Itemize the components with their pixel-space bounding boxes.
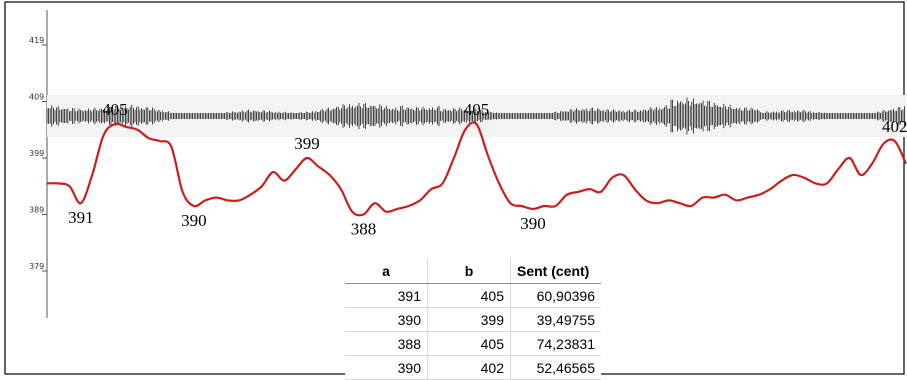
cell-b: 405 bbox=[427, 283, 511, 308]
annotation-group: 391 405 390 399 388 405 390 402 bbox=[68, 100, 907, 238]
cell-b: 399 bbox=[427, 307, 511, 332]
cell-b: 405 bbox=[427, 331, 511, 356]
cell-a: 390 bbox=[345, 355, 428, 380]
table-row: 390 402 52,46565 bbox=[345, 355, 601, 380]
cell-sent: 39,49755 bbox=[510, 307, 601, 332]
y-tick-label: 419 bbox=[29, 36, 44, 45]
pitch-line bbox=[46, 121, 907, 217]
y-tick-label: 379 bbox=[29, 262, 44, 271]
table-row: 391 405 60,90396 bbox=[345, 283, 601, 308]
column-header-b: b bbox=[427, 258, 511, 284]
cell-sent: 60,90396 bbox=[510, 283, 601, 308]
pitch-annotation-label: 405 bbox=[102, 100, 128, 119]
waveform-band bbox=[46, 95, 906, 137]
y-tick-label: 389 bbox=[29, 206, 44, 215]
pitch-table: a b Sent (cent) 391 405 60,90396 390 399… bbox=[345, 258, 601, 380]
pitch-annotation-label: 391 bbox=[68, 208, 94, 227]
table-row: 388 405 74,23831 bbox=[345, 331, 601, 356]
column-header-sent: Sent (cent) bbox=[510, 258, 601, 284]
column-header-a: a bbox=[345, 258, 428, 284]
cell-sent: 74,23831 bbox=[510, 331, 601, 356]
waveform-signal bbox=[46, 97, 905, 135]
y-tick-label: 409 bbox=[29, 93, 44, 102]
waveform-background bbox=[47, 95, 906, 137]
y-tick-group: 419 409 399 389 379 bbox=[29, 36, 47, 272]
cell-a: 390 bbox=[345, 307, 428, 332]
table-header-row: a b Sent (cent) bbox=[345, 258, 601, 284]
pitch-annotation-label: 390 bbox=[181, 211, 207, 230]
pitch-annotation-label: 405 bbox=[464, 100, 490, 119]
table-row: 390 399 39,49755 bbox=[345, 307, 601, 332]
pitch-annotation-label: 399 bbox=[294, 134, 320, 153]
y-tick-label: 399 bbox=[29, 149, 44, 158]
pitch-annotation-label: 388 bbox=[351, 220, 377, 239]
cell-a: 391 bbox=[345, 283, 428, 308]
cell-a: 388 bbox=[345, 331, 428, 356]
pitch-annotation-label: 390 bbox=[520, 214, 546, 233]
cell-b: 402 bbox=[427, 355, 511, 380]
pitch-annotation-label: 402 bbox=[882, 117, 907, 136]
cell-sent: 52,46565 bbox=[510, 355, 601, 380]
